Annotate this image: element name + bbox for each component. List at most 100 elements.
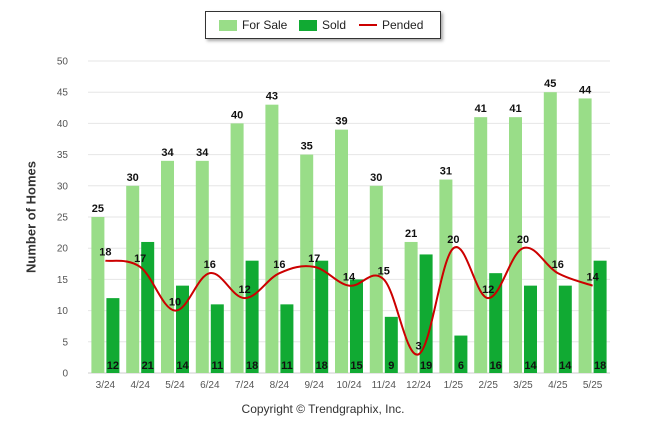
x-tick-label: 8/24 — [270, 380, 290, 391]
bar-sold — [593, 260, 607, 373]
data-label-for-sale: 39 — [335, 116, 347, 128]
x-tick-label: 3/25 — [513, 380, 533, 391]
data-label-sold: 21 — [142, 360, 154, 372]
data-label-for-sale: 44 — [579, 84, 592, 96]
legend-item-sold[interactable]: Sold — [299, 12, 346, 38]
bar-sold — [106, 298, 120, 373]
bar-for-sale — [474, 117, 488, 373]
pended-line — [105, 246, 593, 356]
y-axis-ticks: 0 5 10 15 20 25 30 35 40 45 50 — [57, 57, 69, 380]
bar-for-sale — [300, 154, 314, 373]
y-tick-label: 50 — [57, 57, 69, 68]
x-tick-label: 11/24 — [372, 380, 397, 391]
data-label-for-sale: 41 — [509, 103, 521, 115]
x-tick-label: 4/25 — [548, 380, 568, 391]
data-label-for-sale: 45 — [544, 78, 556, 90]
bar-for-sale — [230, 123, 244, 374]
data-label-sold: 18 — [316, 360, 328, 372]
data-label-for-sale: 21 — [405, 228, 417, 240]
bar-for-sale — [195, 160, 209, 373]
data-label-for-sale: 25 — [92, 203, 104, 215]
data-label-sold: 11 — [211, 360, 223, 372]
data-label-sold: 18 — [594, 360, 606, 372]
bar-for-sale — [161, 160, 174, 373]
bar-for-sale — [91, 217, 105, 373]
bar-for-sale — [369, 185, 383, 373]
y-tick-label: 35 — [57, 150, 69, 161]
x-axis-ticks: 3/24 4/24 5/24 6/24 7/24 8/24 9/24 10/24 11/24 12… — [96, 380, 603, 391]
legend-swatch-pended — [359, 24, 377, 26]
data-label-for-sale: 30 — [127, 172, 139, 184]
data-label-pended: 10 — [169, 297, 181, 309]
data-label-for-sale: 43 — [266, 91, 278, 103]
legend: For Sale Sold Pended — [205, 11, 441, 39]
x-tick-label: 3/24 — [96, 380, 116, 391]
data-label-sold: 18 — [246, 360, 258, 372]
legend-item-for-sale[interactable]: For Sale — [219, 12, 287, 38]
data-label-sold: 19 — [420, 360, 432, 372]
bar-sold — [245, 260, 259, 373]
y-tick-label: 25 — [57, 213, 69, 224]
y-tick-label: 15 — [57, 275, 69, 286]
data-label-pended: 17 — [134, 253, 146, 265]
data-label-sold: 15 — [350, 360, 362, 372]
legend-label-for-sale: For Sale — [242, 18, 288, 32]
y-tick-label: 20 — [57, 244, 69, 255]
x-tick-label: 2/25 — [478, 380, 498, 391]
data-label-for-sale: 41 — [475, 103, 487, 115]
data-label-sold: 11 — [281, 360, 293, 372]
data-label-pended: 17 — [308, 253, 320, 265]
bar-for-sale — [265, 104, 279, 374]
x-tick-label: 5/25 — [583, 380, 603, 391]
data-label-sold: 9 — [388, 360, 394, 372]
bar-sold — [489, 273, 503, 373]
legend-label-sold: Sold — [322, 18, 347, 32]
copyright: Copyright © Trendgraphix, Inc. — [241, 402, 405, 416]
data-label-pended: 14 — [343, 272, 356, 284]
x-tick-label: 1/25 — [444, 380, 464, 391]
bar-for-sale — [509, 117, 522, 373]
data-label-for-sale: 34 — [196, 147, 209, 159]
data-label-pended: 16 — [552, 259, 564, 271]
data-label-for-sale: 30 — [370, 172, 382, 184]
legend-item-pended[interactable]: Pended — [359, 12, 423, 38]
data-label-pended: 18 — [99, 247, 111, 259]
bar-for-sale — [126, 185, 140, 373]
data-labels: 25 12 30 21 34 14 34 11 40 18 43 11 35 18 39 15 30 9 21 19 3… — [92, 78, 606, 372]
data-label-pended: 3 — [416, 340, 422, 352]
data-label-pended: 15 — [378, 265, 390, 277]
bar-sold — [384, 316, 398, 373]
bar-sold — [176, 285, 189, 373]
legend-label-pended: Pended — [382, 18, 424, 32]
x-tick-label: 5/24 — [165, 380, 185, 391]
bar-sold — [280, 304, 294, 373]
data-label-pended: 12 — [482, 284, 494, 296]
legend-swatch-for-sale — [219, 19, 237, 31]
y-tick-label: 40 — [57, 119, 69, 130]
bar-sold — [524, 285, 537, 373]
x-tick-label: 6/24 — [200, 380, 220, 391]
data-label-pended: 16 — [273, 259, 285, 271]
y-axis-label: Number of Homes — [23, 161, 39, 273]
bar-sold — [141, 241, 155, 373]
bar-sold — [210, 304, 224, 373]
x-tick-label: 12/24 — [406, 380, 431, 391]
data-label-for-sale: 35 — [301, 141, 313, 153]
bars — [91, 92, 607, 374]
data-label-sold: 16 — [490, 360, 502, 372]
x-tick-label: 4/24 — [130, 380, 150, 391]
bar-sold — [558, 285, 572, 373]
data-label-sold: 6 — [458, 360, 464, 372]
bar-for-sale — [335, 129, 348, 373]
bar-for-sale — [578, 98, 592, 373]
data-label-pended: 14 — [586, 272, 599, 284]
data-label-for-sale: 34 — [161, 147, 174, 159]
x-tick-label: 9/24 — [304, 380, 324, 391]
bar-for-sale — [439, 179, 453, 373]
data-label-sold: 12 — [107, 360, 119, 372]
legend-swatch-sold — [299, 19, 317, 31]
y-tick-label: 10 — [57, 306, 69, 317]
bar-for-sale — [543, 92, 557, 373]
data-label-pended: 20 — [447, 234, 459, 246]
